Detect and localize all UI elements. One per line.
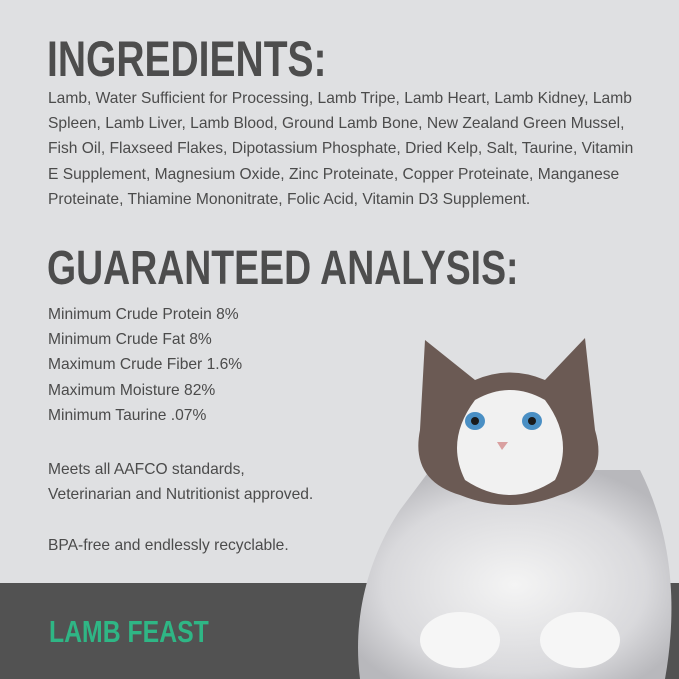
analysis-heading: GUARANTEED ANALYSIS: — [47, 242, 519, 295]
cat-nose — [497, 442, 508, 450]
standards-line: Meets all AAFCO standards, — [48, 461, 245, 478]
analysis-item: Maximum Crude Fiber 1.6% — [48, 356, 243, 374]
cat-face — [457, 390, 563, 495]
analysis-item: Minimum Taurine .07% — [48, 406, 207, 424]
cat-paw-right — [540, 612, 620, 668]
analysis-item: Minimum Crude Fat 8% — [48, 331, 212, 349]
cat-photo — [358, 338, 672, 679]
analysis-item: Minimum Crude Protein 8% — [48, 306, 239, 323]
analysis-item: Maximum Moisture 82% — [48, 381, 216, 399]
ingredients-list: Lamb, Water Sufficient for Processing, L… — [48, 90, 634, 208]
standards-text: Meets all AAFCO standards, Veterinarian … — [48, 457, 313, 507]
flavor-label: LAMB FEAST — [49, 614, 209, 649]
standards-line: Veterinarian and Nutritionist approved. — [48, 486, 314, 504]
bpa-text: BPA-free and endlessly recyclable. — [48, 537, 289, 554]
cat-paw-left — [420, 612, 500, 668]
analysis-list: Minimum Crude Protein 8% Minimum Crude F… — [48, 302, 242, 428]
ingredients-heading: INGREDIENTS: — [47, 31, 327, 87]
